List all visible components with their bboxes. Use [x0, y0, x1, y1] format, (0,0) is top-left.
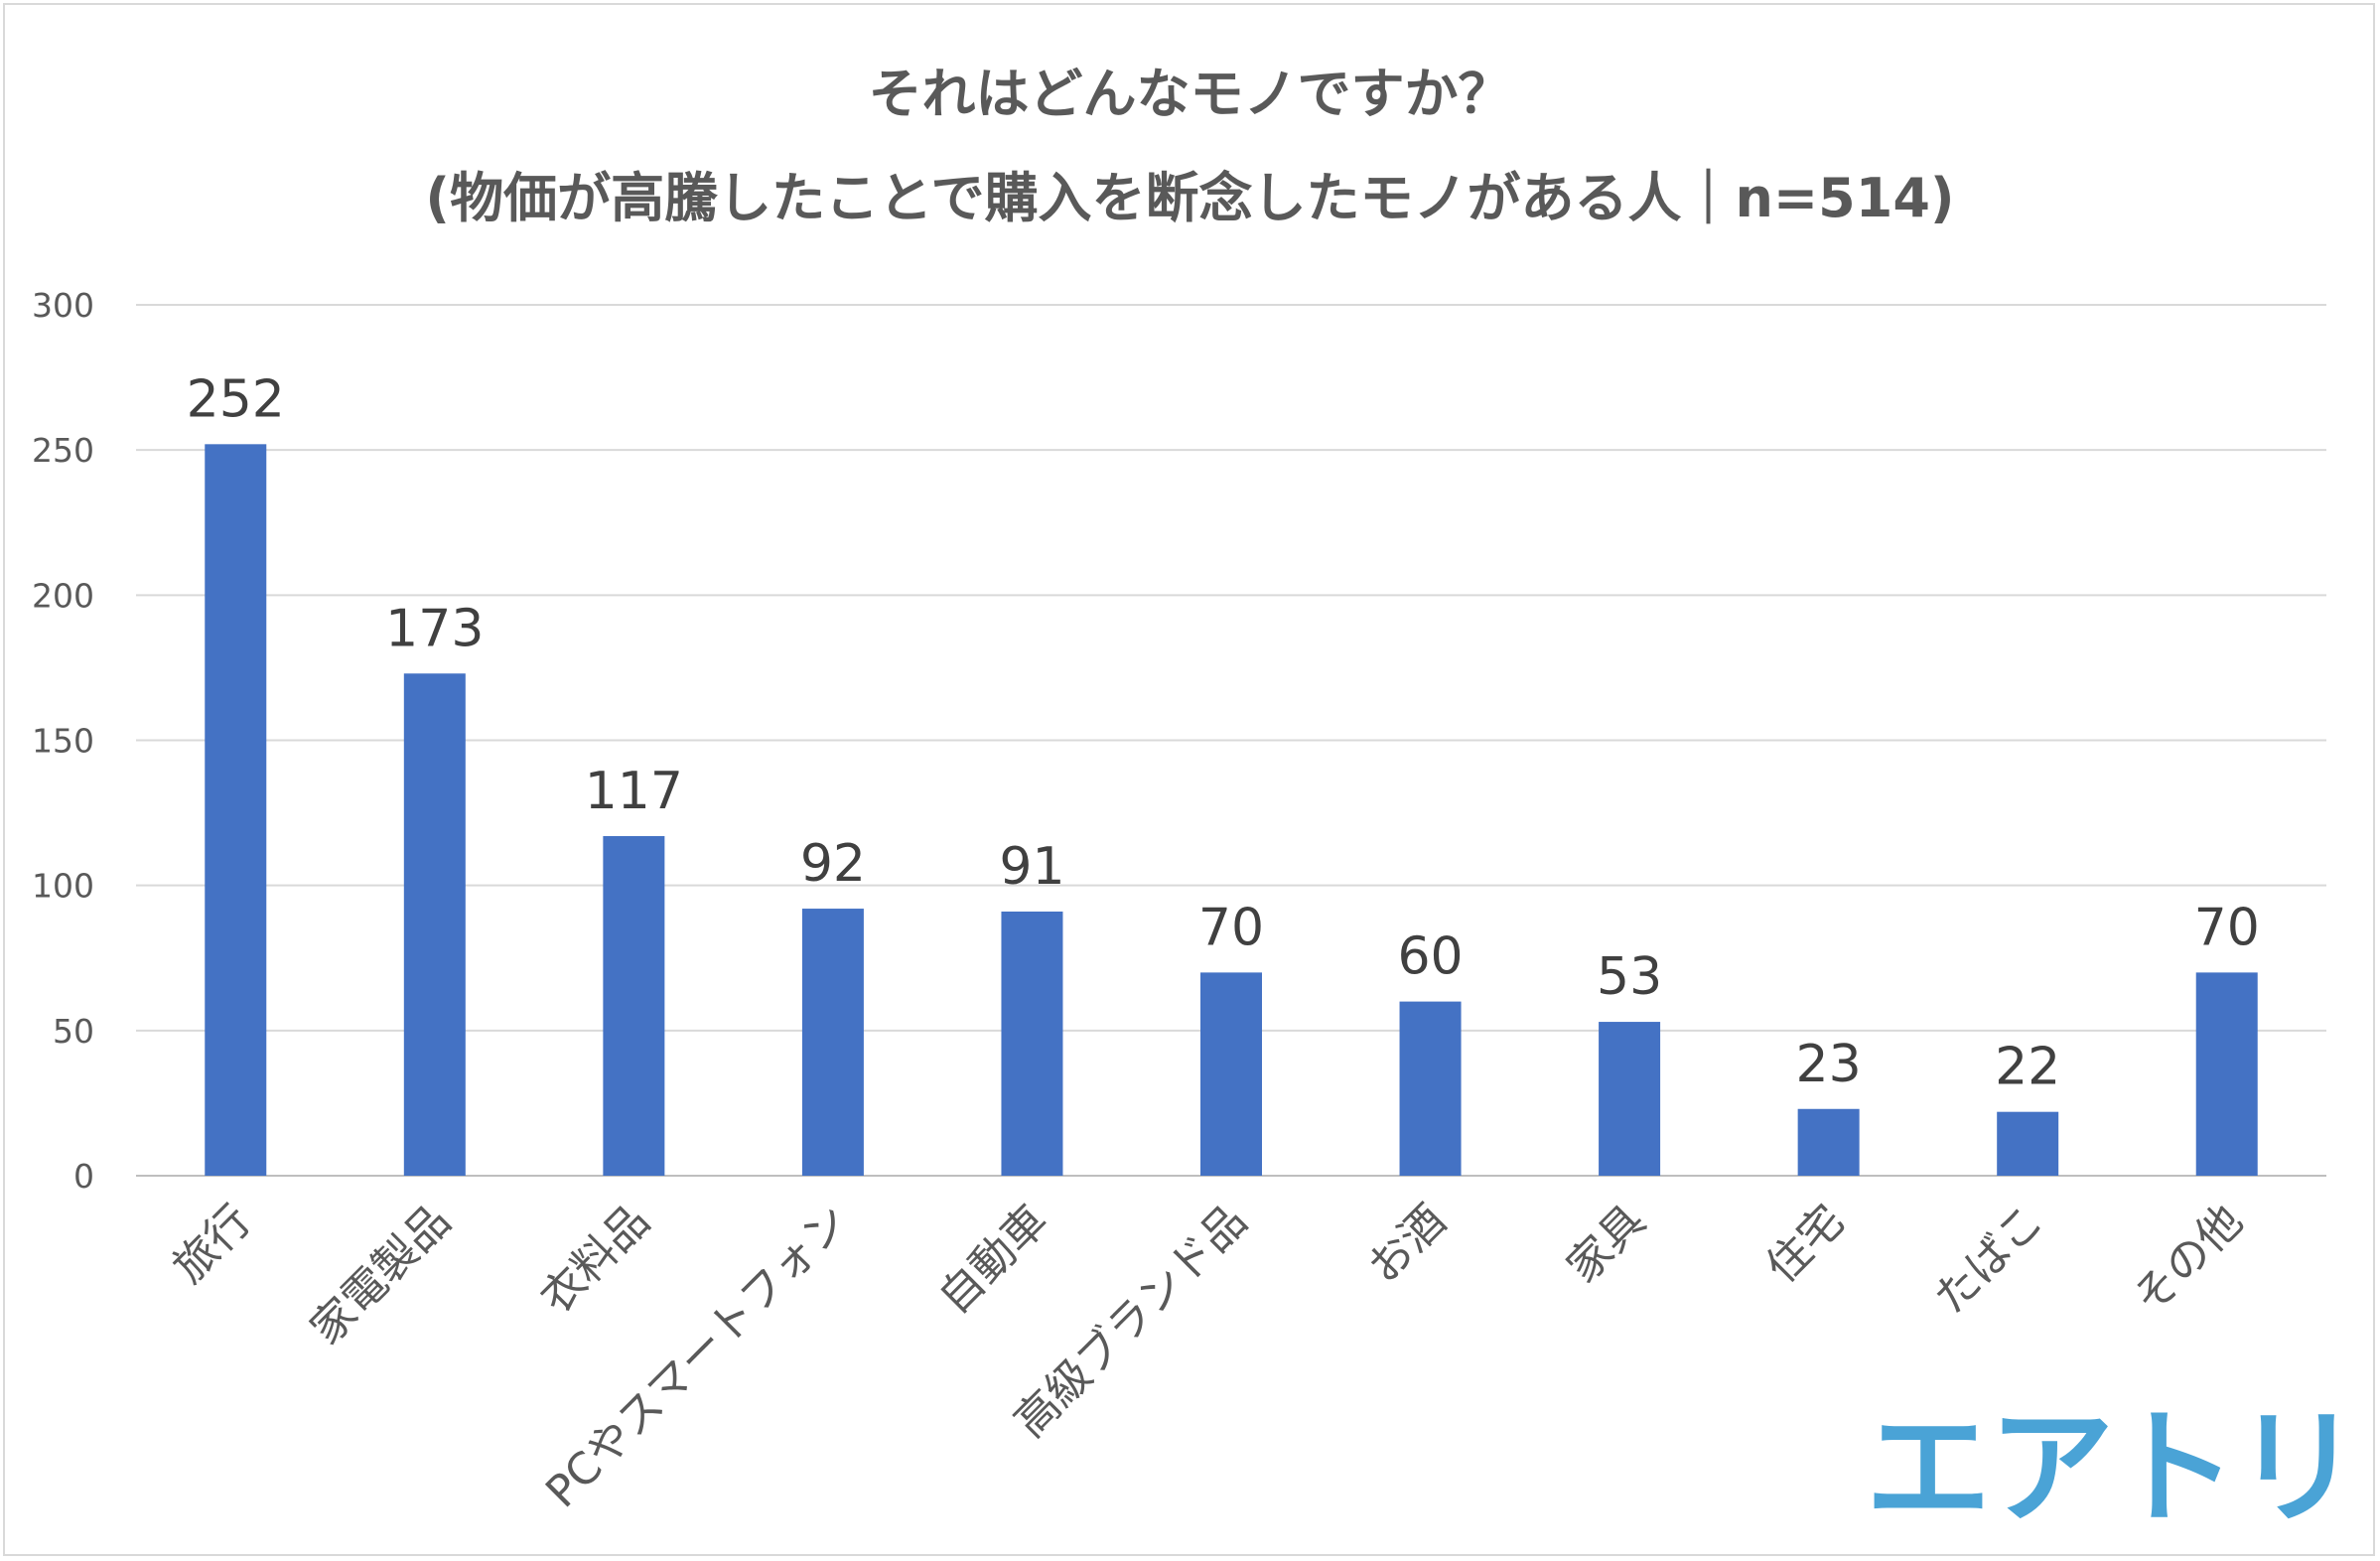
x-tick-label: 家電製品 — [301, 1196, 461, 1355]
data-label: 22 — [1995, 1038, 2060, 1097]
data-label: 53 — [1597, 947, 1662, 1007]
data-label: 252 — [187, 369, 285, 429]
x-tick-label: 衣料品 — [531, 1196, 659, 1324]
chart-frame — [3, 3, 2375, 1556]
data-label: 60 — [1397, 927, 1463, 987]
bar — [1200, 972, 1262, 1176]
bar — [205, 444, 267, 1176]
y-tick-label: 150 — [32, 722, 94, 761]
bar — [1997, 1111, 2059, 1176]
x-tick-label: お酒 — [1358, 1196, 1456, 1293]
y-tick-label: 300 — [32, 286, 94, 325]
data-label: 91 — [999, 837, 1064, 897]
data-label: 173 — [385, 599, 484, 658]
bar — [2195, 972, 2258, 1176]
bar — [403, 673, 466, 1176]
data-label: 117 — [585, 762, 683, 821]
y-tick-label: 50 — [53, 1012, 94, 1051]
bar — [1001, 911, 1063, 1176]
data-label: 92 — [800, 834, 866, 894]
bar — [1399, 1001, 1462, 1176]
x-tick-label: たばこ — [1925, 1196, 2053, 1324]
data-label: 70 — [1198, 898, 1264, 957]
bar — [1797, 1108, 1860, 1176]
data-label: 70 — [2194, 898, 2260, 957]
bar — [1599, 1022, 1661, 1176]
y-tick-label: 100 — [32, 867, 94, 906]
data-label: 23 — [1796, 1035, 1862, 1094]
y-tick-label: 0 — [73, 1157, 94, 1196]
bar — [603, 835, 665, 1176]
x-tick-label: その他 — [2124, 1196, 2252, 1324]
bar — [801, 909, 864, 1176]
chart-subtitle: (物価が高騰したことで購入を断念したモノがある人｜n=514) — [425, 167, 1955, 229]
chart-title: それはどんなモノですか？ — [868, 63, 1512, 125]
y-tick-label: 250 — [32, 431, 94, 470]
x-tick-label: 自動車 — [929, 1196, 1057, 1324]
airtrip-logo: エアトリ — [1866, 1395, 2360, 1541]
x-tick-label: 家具 — [1558, 1196, 1655, 1293]
x-tick-label: 住宅 — [1756, 1196, 1854, 1293]
x-tick-label: 旅行 — [164, 1196, 261, 1293]
y-tick-label: 200 — [32, 576, 94, 615]
